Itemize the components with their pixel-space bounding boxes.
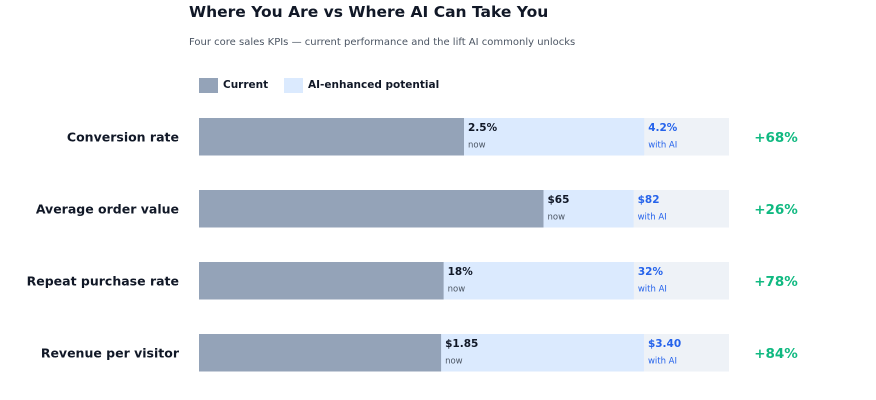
current-sublabel: now [468,141,486,151]
current-sublabel: now [448,285,466,295]
chart-title: Where You Are vs Where AI Can Take You [189,3,549,21]
ai-sublabel: with AI [648,141,677,151]
bar-current [199,190,544,228]
ai-value-label: 4.2% [648,122,678,134]
lift-percentage: +26% [754,202,798,218]
legend-label-current: Current [223,79,269,91]
legend-item-current: Current [199,77,268,93]
current-value-label: 18% [448,266,474,278]
current-value-label: 2.5% [468,122,498,134]
ai-value-label: 32% [638,266,664,278]
current-sublabel: now [445,357,463,367]
legend-swatch-ai [284,77,303,93]
legend-swatch-current [199,77,218,93]
ai-value-label: $82 [638,194,660,206]
ai-value-label: $3.40 [648,338,681,350]
bar-current [199,118,464,156]
lift-percentage: +78% [754,274,798,290]
ai-sublabel: with AI [648,357,677,367]
category-label: Average order value [36,201,179,216]
category-label: Repeat purchase rate [27,273,179,288]
current-value-label: $1.85 [445,338,478,350]
ai-sublabel: with AI [638,213,667,223]
legend-item-ai: AI-enhanced potential [284,77,439,93]
bar-current [199,262,444,300]
lift-percentage: +68% [754,130,798,146]
bar-current [199,334,442,372]
category-label: Conversion rate [67,129,179,144]
current-value-label: $65 [548,194,570,206]
lift-percentage: +84% [754,346,798,362]
chart-subtitle: Four core sales KPIs — current performan… [189,37,576,48]
category-label: Revenue per visitor [41,345,180,360]
legend-label-ai: AI-enhanced potential [308,79,440,91]
current-sublabel: now [548,213,566,223]
ai-sublabel: with AI [638,285,667,295]
